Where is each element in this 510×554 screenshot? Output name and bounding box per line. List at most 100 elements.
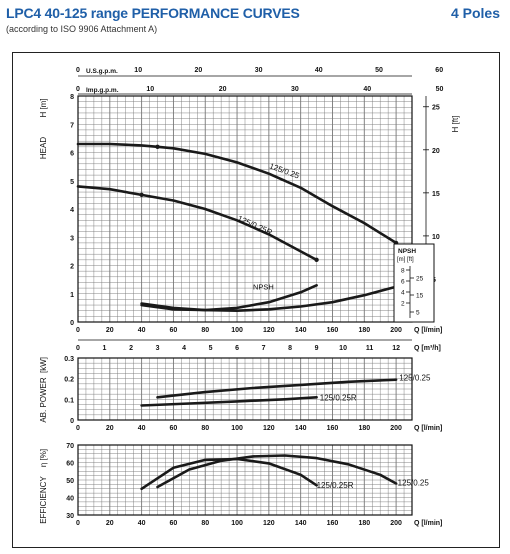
lmin-tick-label: 40 (138, 327, 146, 334)
power-curve (140, 396, 318, 407)
power-x-tick-label: 200 (390, 425, 402, 432)
lmin-tick-label: 140 (295, 327, 307, 334)
eff-x-tick-label: 40 (138, 520, 146, 527)
eff-x-tick-label: 60 (170, 520, 178, 527)
eff-unit-label: η [%] (39, 449, 48, 467)
power-x-tick-label: 100 (231, 425, 243, 432)
head-y-tick-label: 7 (70, 122, 74, 129)
power-x-tick-label: 120 (263, 425, 275, 432)
lmin-tick-label: 180 (358, 327, 370, 334)
eff-x-tick-label: 180 (358, 520, 370, 527)
eff-curve (156, 454, 398, 489)
usgpm-tick-label: 10 (134, 67, 142, 74)
power-curve (156, 378, 398, 399)
power-y-tick-label: 0.3 (64, 356, 74, 363)
lmin-tick-label: 160 (327, 327, 339, 334)
npsh-ft-tick-label: 5 (416, 310, 420, 317)
eff-x-tick-label: 100 (231, 520, 243, 527)
m3h-tick-label: 11 (366, 345, 374, 352)
eff-series-label: 125/0.25 (398, 478, 430, 487)
head-series-label: 125/0.25R (236, 214, 274, 237)
m3h-tick-label: 9 (315, 345, 319, 352)
m3h-tick-label: 3 (156, 345, 160, 352)
head-curve (140, 285, 398, 312)
npsh-ft-tick-label: 15 (416, 293, 424, 300)
power-x-tick-label: 160 (327, 425, 339, 432)
head-ft-tick-label: 20 (432, 148, 440, 155)
lmin-tick-label: 0 (76, 327, 80, 334)
eff-x-tick-label: 200 (390, 520, 402, 527)
eff-plot-border (77, 444, 413, 516)
m3h-tick-label: 1 (103, 345, 107, 352)
eff-y-tick-label: 40 (66, 496, 74, 503)
head-y-tick-label: 1 (70, 292, 74, 299)
usgpm-tick-label: 30 (255, 67, 263, 74)
usgpm-tick-label: 20 (195, 67, 203, 74)
power-unit-label: [kW] (39, 357, 48, 373)
head-y-tick-label: 5 (70, 179, 74, 186)
eff-x-axis-label: Q [l/min] (414, 520, 442, 527)
npsh-m-tick-label: 4 (401, 290, 405, 297)
m3h-tick-label: 5 (209, 345, 213, 352)
head-y-tick-label: 2 (70, 264, 74, 271)
m3h-tick-label: 6 (235, 345, 239, 352)
eff-y-tick-label: 60 (66, 461, 74, 468)
head-y-tick-label: 8 (70, 94, 74, 101)
npsh-legend-title: NPSH (398, 248, 416, 255)
impgpm-tick-label: 0 (76, 86, 80, 93)
eff-series-label: 125/0.25R (317, 481, 354, 490)
lmin-tick-label: 80 (201, 327, 209, 334)
eff-x-tick-label: 80 (201, 520, 209, 527)
chart-subtitle: (according to ISO 9906 Attachment A) (6, 24, 158, 34)
m3h-tick-label: 8 (288, 345, 292, 352)
eff-x-tick-label: 160 (327, 520, 339, 527)
eff-curve (140, 457, 318, 491)
npsh-m-tick-label: 2 (401, 301, 405, 308)
m3h-tick-label: 12 (392, 345, 400, 352)
power-x-tick-label: 60 (170, 425, 178, 432)
power-x-tick-label: 180 (358, 425, 370, 432)
head-curve (76, 185, 318, 262)
power-axis-label: AB. POWER (39, 377, 48, 423)
head-curve (76, 142, 398, 245)
head-y-tick-label: 6 (70, 151, 74, 158)
head-ft-unit-label: H [ft] (451, 116, 460, 133)
head-marker (314, 257, 319, 263)
eff-axis-label: EFFICIENCY (39, 476, 48, 524)
chart-title: LPC4 40-125 range PERFORMANCE CURVES (6, 5, 300, 21)
eff-y-tick-label: 70 (66, 443, 74, 450)
head-unit-label: H [m] (39, 98, 48, 117)
power-plot-border (77, 357, 413, 421)
m3h-tick-label: 2 (129, 345, 133, 352)
lmin-tick-label: 60 (170, 327, 178, 334)
impgpm-tick-label: 20 (219, 86, 227, 93)
usgpm-tick-label: 40 (315, 67, 323, 74)
usgpm-tick-label: 60 (435, 67, 443, 74)
head-plot-border (77, 95, 413, 323)
usgpm-tick-label: 50 (375, 67, 383, 74)
usgpm-tick-label: 0 (76, 67, 80, 74)
lmin-tick-label: 200 (390, 327, 402, 334)
npsh-m-tick-label: 6 (401, 279, 405, 286)
npsh-curve-label: NPSH (253, 283, 274, 292)
eff-x-tick-label: 120 (263, 520, 275, 527)
power-x-tick-label: 140 (295, 425, 307, 432)
npsh-ft-tick-label: 25 (416, 276, 424, 283)
head-y-tick-label: 3 (70, 235, 74, 242)
npsh-legend-units: [m] [ft] (397, 257, 414, 263)
eff-x-tick-label: 0 (76, 520, 80, 527)
eff-x-tick-label: 140 (295, 520, 307, 527)
lmin-tick-label: 120 (263, 327, 275, 334)
m3h-tick-label: 10 (339, 345, 347, 352)
power-series-label: 125/0.25 (399, 374, 431, 383)
power-x-axis-label: Q [l/min] (414, 425, 442, 432)
m3h-tick-label: 4 (182, 345, 186, 352)
usgpm-axis-label: U.S.g.p.m. (86, 68, 118, 75)
impgpm-tick-label: 40 (363, 86, 371, 93)
head-curve (140, 284, 318, 312)
impgpm-axis-label: Imp.g.p.m. (86, 87, 119, 94)
lmin-tick-label: 20 (106, 327, 114, 334)
chart-frame (12, 52, 500, 548)
eff-x-tick-label: 20 (106, 520, 114, 527)
power-y-tick-label: 0.1 (64, 397, 74, 404)
